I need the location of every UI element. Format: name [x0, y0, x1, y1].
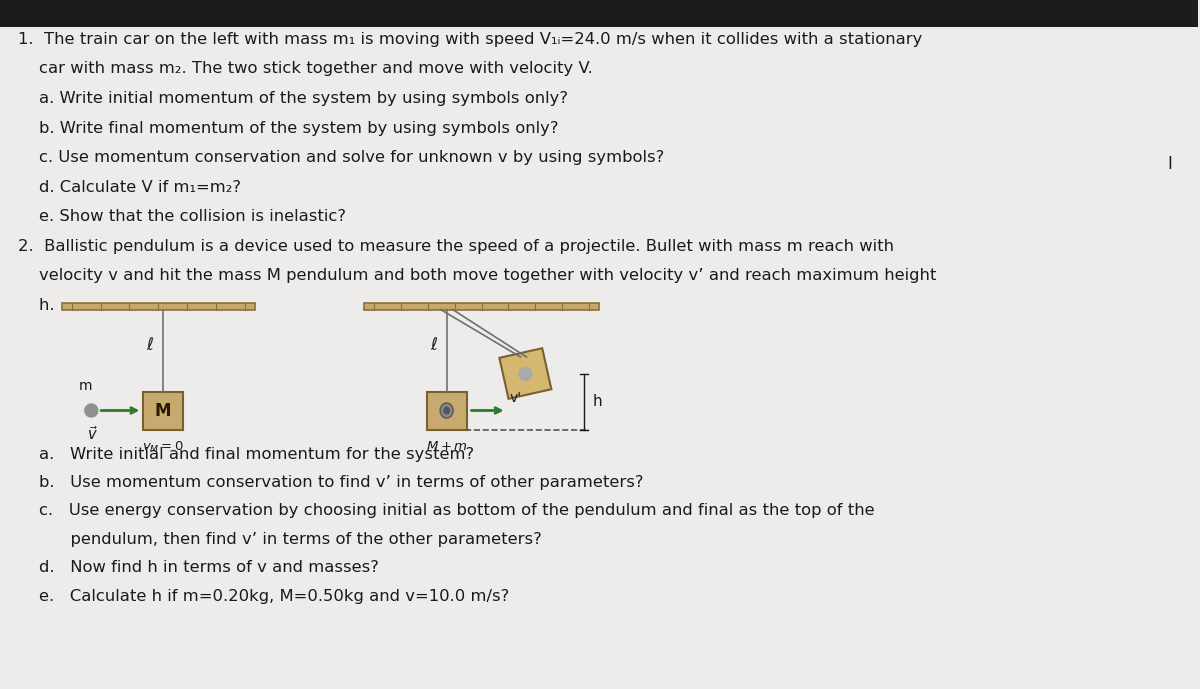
Text: 1.  The train car on the left with mass m₁ is moving with speed V₁ᵢ=24.0 m/s whe: 1. The train car on the left with mass m… — [18, 32, 923, 47]
Text: I: I — [1168, 155, 1172, 173]
Ellipse shape — [440, 403, 454, 418]
Bar — [365, 302, 599, 309]
Text: car with mass m₂. The two stick together and move with velocity V.: car with mass m₂. The two stick together… — [18, 61, 593, 76]
Text: M: M — [155, 402, 172, 420]
Bar — [427, 391, 467, 429]
Bar — [0, 0, 1198, 27]
FancyBboxPatch shape — [499, 348, 551, 399]
Text: m: m — [78, 380, 92, 393]
Text: b. Write final momentum of the system by using symbols only?: b. Write final momentum of the system by… — [18, 121, 558, 136]
Text: 2.  Ballistic pendulum is a device used to measure the speed of a projectile. Bu: 2. Ballistic pendulum is a device used t… — [18, 238, 894, 254]
Text: c.   Use energy conservation by choosing initial as bottom of the pendulum and f: c. Use energy conservation by choosing i… — [18, 504, 875, 519]
Text: a. Write initial momentum of the system by using symbols only?: a. Write initial momentum of the system … — [18, 91, 568, 106]
Text: $\ell$: $\ell$ — [146, 337, 155, 354]
Text: e.   Calculate h if m=0.20kg, M=0.50kg and v=10.0 m/s?: e. Calculate h if m=0.20kg, M=0.50kg and… — [18, 589, 509, 604]
Text: e. Show that the collision is inelastic?: e. Show that the collision is inelastic? — [18, 209, 346, 224]
Ellipse shape — [443, 407, 450, 415]
Text: h.: h. — [18, 298, 54, 313]
Text: velocity v and hit the mass M pendulum and both move together with velocity v’ a: velocity v and hit the mass M pendulum a… — [18, 268, 936, 283]
Bar — [62, 302, 254, 309]
Text: c. Use momentum conservation and solve for unknown v by using symbols?: c. Use momentum conservation and solve f… — [18, 150, 665, 165]
Text: h: h — [593, 394, 602, 409]
Text: v': v' — [510, 391, 522, 406]
Circle shape — [518, 367, 532, 380]
Circle shape — [85, 404, 98, 417]
Text: d. Calculate V if m₁=m₂?: d. Calculate V if m₁=m₂? — [18, 180, 241, 194]
Text: d.   Now find h in terms of v and masses?: d. Now find h in terms of v and masses? — [18, 560, 379, 575]
Text: b.   Use momentum conservation to find v’ in terms of other parameters?: b. Use momentum conservation to find v’ … — [18, 475, 643, 490]
Text: $v_M=0$: $v_M=0$ — [143, 440, 184, 455]
Text: $\ell$: $\ell$ — [430, 337, 438, 354]
Text: $M+m$: $M+m$ — [426, 440, 468, 453]
Text: $\vec{v}$: $\vec{v}$ — [86, 426, 97, 443]
Text: a.   Write initial and final momentum for the system?: a. Write initial and final momentum for … — [18, 446, 474, 462]
Bar — [143, 391, 184, 429]
Text: pendulum, then find v’ in terms of the other parameters?: pendulum, then find v’ in terms of the o… — [18, 532, 541, 547]
